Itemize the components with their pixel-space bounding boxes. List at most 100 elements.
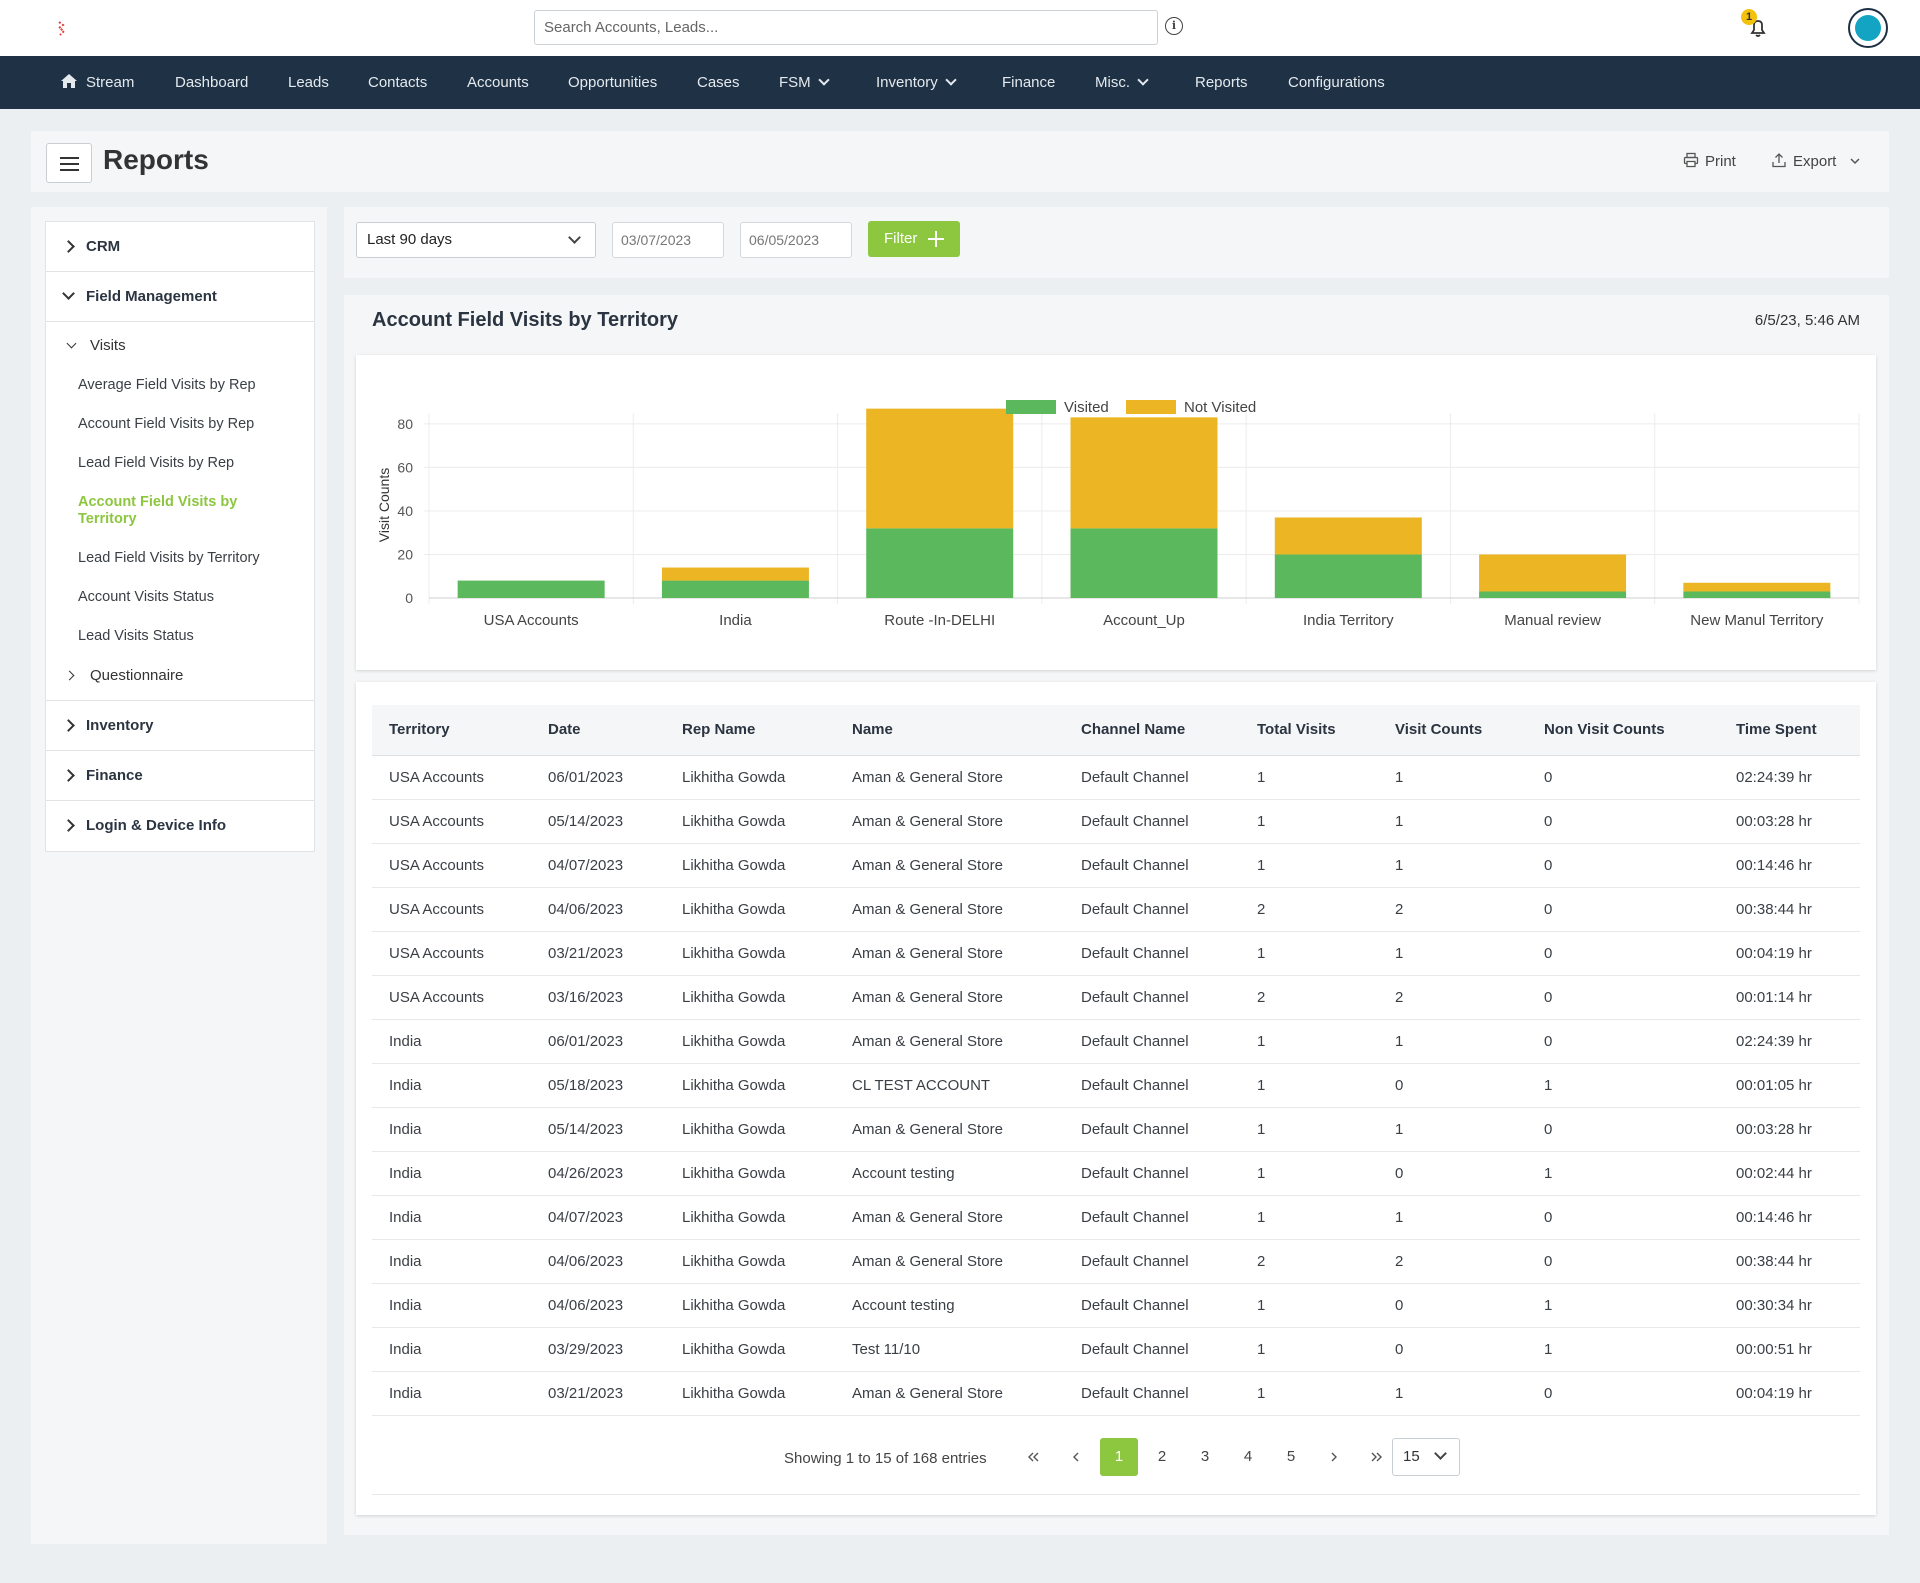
nav-dashboard[interactable]: Dashboard	[175, 74, 249, 91]
export-button[interactable]: Export	[1771, 153, 1861, 170]
page-5-button[interactable]: 5	[1286, 1448, 1296, 1465]
table-row[interactable]: USA Accounts 04/06/2023 Likhitha Gowda Aman…	[372, 887, 1860, 932]
cell-date: 04/26/2023	[531, 1151, 665, 1196]
cell-non-visit-counts: 0	[1527, 1195, 1719, 1240]
column-header-channel-name[interactable]: Channel Name	[1064, 705, 1240, 756]
sidebar-sub-questionnaire[interactable]: Questionnaire	[46, 656, 314, 696]
page-1-button[interactable]: 1	[1100, 1438, 1138, 1476]
column-header-visit-counts[interactable]: Visit Counts	[1378, 705, 1527, 756]
cell-channel-name: Default Channel	[1064, 843, 1240, 888]
filter-button[interactable]: Filter	[868, 221, 960, 257]
table-row[interactable]: India 04/07/2023 Likhitha Gowda Aman & Gene…	[372, 1195, 1860, 1240]
page-2-button[interactable]: 2	[1157, 1448, 1167, 1465]
sidebar-link-account-visits-status[interactable]: Account Visits Status	[78, 589, 214, 605]
column-header-territory[interactable]: Territory	[372, 705, 531, 756]
column-header-date[interactable]: Date	[531, 705, 665, 756]
page-3-button[interactable]: 3	[1200, 1448, 1210, 1465]
cell-name: Aman & General Store	[835, 1107, 1064, 1152]
page-size-select[interactable]: 15	[1392, 1438, 1460, 1476]
cell-time-spent: 00:04:19 hr	[1719, 931, 1860, 976]
start-date-input[interactable]	[612, 222, 724, 258]
nav-opportunities[interactable]: Opportunities	[568, 74, 658, 91]
cell-rep-name: Likhitha Gowda	[665, 931, 835, 976]
table-row[interactable]: India 04/26/2023 Likhitha Gowda Account tes…	[372, 1151, 1860, 1196]
cell-channel-name: Default Channel	[1064, 1107, 1240, 1152]
cell-time-spent: 00:14:46 hr	[1719, 843, 1860, 888]
sidebar-link-lead-field-visits-by-rep[interactable]: Lead Field Visits by Rep	[78, 455, 235, 471]
avatar[interactable]	[1848, 8, 1888, 48]
table-row[interactable]: India 05/18/2023 Likhitha Gowda CL TEST ACC…	[372, 1063, 1860, 1108]
table-row[interactable]: USA Accounts 06/01/2023 Likhitha Gowda Aman…	[372, 755, 1860, 800]
nav-configurations[interactable]: Configurations	[1288, 74, 1385, 91]
sidebar-link-account-field-visits-by-rep[interactable]: Account Field Visits by Rep	[78, 416, 255, 432]
menu-toggle-button[interactable]	[46, 143, 92, 183]
sidebar-link-average-field-visits-by-rep[interactable]: Average Field Visits by Rep	[78, 377, 256, 393]
first-page-button[interactable]	[1014, 1438, 1052, 1476]
cell-name: Aman & General Store	[835, 1239, 1064, 1284]
nav-misc[interactable]: Misc.	[1095, 56, 1149, 109]
nav-fsm[interactable]: FSM	[779, 56, 830, 109]
nav-accounts[interactable]: Accounts	[467, 74, 529, 91]
date-range-select[interactable]: Last 90 days	[356, 222, 596, 258]
table-row[interactable]: India 03/21/2023 Likhitha Gowda Aman & Gene…	[372, 1371, 1860, 1416]
column-header-name[interactable]: Name	[835, 705, 1064, 756]
nav-inventory[interactable]: Inventory	[876, 56, 957, 109]
page-4-button[interactable]: 4	[1243, 1448, 1253, 1465]
sidebar-group-crm[interactable]: CRM	[46, 222, 314, 272]
nav-reports[interactable]: Reports	[1195, 74, 1248, 91]
column-header-total-visits[interactable]: Total Visits	[1240, 705, 1378, 756]
cell-name: Aman & General Store	[835, 975, 1064, 1020]
cell-rep-name: Likhitha Gowda	[665, 1107, 835, 1152]
table-row[interactable]: India 04/06/2023 Likhitha Gowda Aman & Gene…	[372, 1239, 1860, 1284]
cell-date: 04/06/2023	[531, 887, 665, 932]
chevron-down-icon	[945, 74, 957, 86]
table-row[interactable]: USA Accounts 05/14/2023 Likhitha Gowda Aman…	[372, 799, 1860, 844]
sidebar-group-login-device[interactable]: Login & Device Info	[46, 801, 314, 851]
nav-cases[interactable]: Cases	[697, 74, 740, 91]
cell-territory: India	[372, 1283, 531, 1328]
prev-page-button[interactable]	[1057, 1438, 1095, 1476]
end-date-input[interactable]	[740, 222, 852, 258]
nav-leads[interactable]: Leads	[288, 74, 329, 91]
search-input[interactable]	[534, 10, 1158, 45]
cell-time-spent: 02:24:39 hr	[1719, 755, 1860, 800]
info-icon[interactable]: i	[1165, 17, 1183, 35]
table-row[interactable]: USA Accounts 04/07/2023 Likhitha Gowda Aman…	[372, 843, 1860, 888]
notification-badge: 1	[1741, 9, 1757, 25]
field-management-items: Visits Average Field Visits by Rep Accoun…	[46, 326, 314, 701]
table-row[interactable]: India 06/01/2023 Likhitha Gowda Aman & Gene…	[372, 1019, 1860, 1064]
table-row[interactable]: USA Accounts 03/21/2023 Likhitha Gowda Aman…	[372, 931, 1860, 976]
cell-date: 05/18/2023	[531, 1063, 665, 1108]
sidebar-link-account-field-visits-by-territory[interactable]: Account Field Visits by Territory	[78, 494, 238, 527]
print-button[interactable]: Print	[1683, 152, 1736, 170]
column-header-non-visit-counts[interactable]: Non Visit Counts	[1527, 705, 1719, 756]
table-row[interactable]: India 03/29/2023 Likhitha Gowda Test 11/10 D…	[372, 1327, 1860, 1372]
home-icon	[61, 74, 77, 89]
table-row[interactable]: USA Accounts 03/16/2023 Likhitha Gowda Aman…	[372, 975, 1860, 1020]
x-tick-label: Account_Up	[1103, 612, 1185, 629]
cell-name: Aman & General Store	[835, 1371, 1064, 1416]
sidebar-group-finance[interactable]: Finance	[46, 751, 314, 801]
nav-finance[interactable]: Finance	[1002, 74, 1056, 91]
bell-icon[interactable]	[1744, 14, 1772, 42]
sidebar-sub-visits[interactable]: Visits	[46, 326, 314, 366]
cell-visit-counts: 1	[1378, 1107, 1527, 1152]
table-row[interactable]: India 04/06/2023 Likhitha Gowda Account tes…	[372, 1283, 1860, 1328]
nav-stream[interactable]: Stream	[60, 56, 134, 109]
sidebar-group-inventory[interactable]: Inventory	[46, 701, 314, 751]
cell-territory: India	[372, 1371, 531, 1416]
table-row[interactable]: India 05/14/2023 Likhitha Gowda Aman & Gene…	[372, 1107, 1860, 1152]
sidebar-group-field-management[interactable]: Field Management	[46, 272, 314, 322]
nav-contacts[interactable]: Contacts	[368, 74, 428, 91]
y-tick-label: 40	[397, 503, 413, 519]
column-header-time-spent[interactable]: Time Spent	[1719, 705, 1860, 756]
column-header-rep-name[interactable]: Rep Name	[665, 705, 835, 756]
next-page-button[interactable]	[1315, 1438, 1353, 1476]
cell-territory: USA Accounts	[372, 887, 531, 932]
sidebar-link-lead-visits-status[interactable]: Lead Visits Status	[78, 628, 194, 644]
last-page-button[interactable]	[1358, 1438, 1396, 1476]
cell-channel-name: Default Channel	[1064, 1239, 1240, 1284]
cell-rep-name: Likhitha Gowda	[665, 1371, 835, 1416]
sidebar-link-lead-field-visits-by-territory[interactable]: Lead Field Visits by Territory	[78, 550, 260, 566]
app-logo[interactable]	[48, 14, 76, 42]
